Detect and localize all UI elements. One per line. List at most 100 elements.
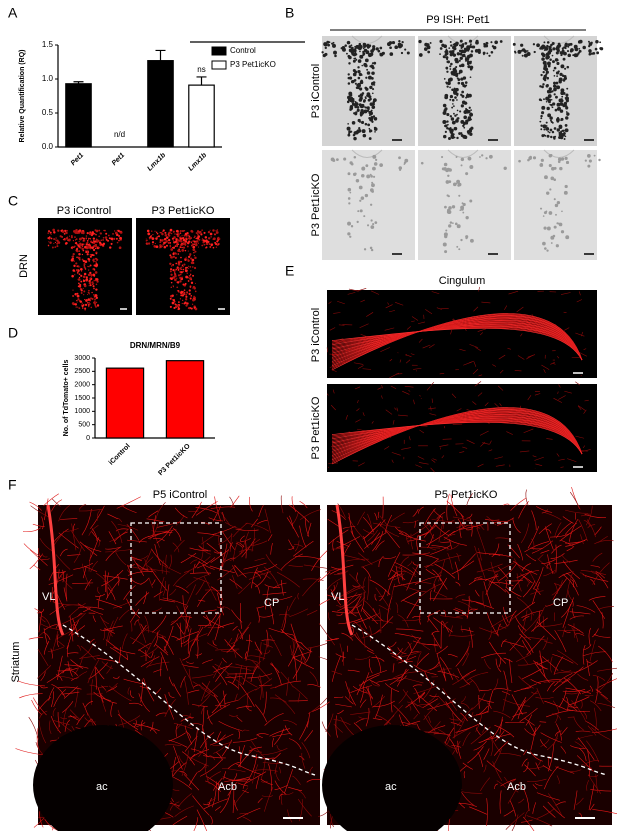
fiber <box>209 565 235 573</box>
fiber <box>462 732 471 747</box>
cell <box>448 180 452 184</box>
cell <box>460 164 463 167</box>
fiber <box>240 537 252 543</box>
cell <box>182 230 184 232</box>
fiber <box>294 540 300 552</box>
fiber <box>569 611 591 615</box>
fiber <box>123 678 145 685</box>
fiber <box>46 669 66 683</box>
cell <box>182 246 186 249</box>
fiber <box>99 629 114 631</box>
fiber <box>388 573 403 580</box>
fiber <box>459 348 466 352</box>
fiber <box>423 515 442 538</box>
fiber <box>362 610 371 620</box>
fiber <box>571 486 580 509</box>
cell <box>80 267 83 271</box>
fiber <box>172 756 177 777</box>
fiber <box>252 764 259 784</box>
fiber <box>281 611 287 633</box>
cell <box>553 81 556 85</box>
fiber <box>335 715 338 738</box>
cell <box>330 157 335 162</box>
fiber <box>393 581 418 588</box>
cell <box>587 154 591 158</box>
cell <box>80 280 83 283</box>
legend-label: Control <box>230 46 256 55</box>
fiber <box>96 657 121 663</box>
fiber <box>335 653 346 658</box>
cell <box>463 121 466 124</box>
cell <box>181 249 185 252</box>
cell <box>357 66 360 69</box>
fiber <box>270 683 287 689</box>
fiber <box>419 609 422 625</box>
cell <box>543 98 545 101</box>
fiber <box>38 696 51 711</box>
cell <box>83 294 85 296</box>
fiber <box>484 518 500 521</box>
cell <box>361 166 366 171</box>
cell <box>95 252 98 255</box>
fiber <box>575 435 585 439</box>
fiber <box>344 696 354 705</box>
fiber <box>281 605 289 628</box>
fiber <box>356 288 367 292</box>
cell <box>543 226 547 230</box>
fiber <box>581 449 591 452</box>
fiber <box>66 645 69 658</box>
fiber <box>474 381 482 387</box>
fiber <box>51 631 59 655</box>
fiber <box>238 581 252 595</box>
cell <box>174 245 177 247</box>
fiber <box>352 685 368 694</box>
fiber <box>289 608 309 617</box>
fiber <box>600 693 609 700</box>
cell <box>352 72 357 77</box>
cell <box>443 78 446 80</box>
fiber <box>498 562 518 582</box>
fiber <box>293 686 308 700</box>
fiber <box>495 537 513 541</box>
fiber <box>203 576 217 601</box>
fiber <box>566 572 578 588</box>
fiber <box>272 596 293 602</box>
cell <box>546 134 550 138</box>
fiber <box>243 562 267 570</box>
fiber <box>396 675 407 682</box>
fiber <box>553 656 564 675</box>
fiber <box>289 515 294 529</box>
fiber <box>43 628 48 645</box>
cell <box>551 60 555 64</box>
fiber <box>256 607 260 623</box>
cell <box>346 40 351 45</box>
cell <box>555 244 559 248</box>
column-label: P3 iControl <box>57 205 111 217</box>
cell <box>347 172 351 176</box>
fiber <box>499 753 522 757</box>
fiber <box>564 522 577 535</box>
micrograph <box>15 493 333 831</box>
cell <box>104 229 106 232</box>
fiber <box>23 527 42 533</box>
fiber <box>415 464 423 468</box>
cell <box>366 68 369 71</box>
cell <box>470 109 472 111</box>
fiber <box>581 689 591 694</box>
fiber <box>226 644 236 653</box>
fiber <box>483 581 492 608</box>
cell <box>64 229 67 232</box>
fiber <box>532 567 544 590</box>
fiber <box>183 633 208 647</box>
cell <box>514 51 517 54</box>
fiber <box>373 522 401 528</box>
micrograph <box>136 218 230 315</box>
cell <box>429 41 432 44</box>
cell <box>360 196 365 200</box>
cell <box>70 234 73 237</box>
fiber <box>357 365 364 369</box>
cell <box>356 86 360 90</box>
fiber <box>555 544 557 573</box>
fiber <box>463 771 466 779</box>
fiber <box>182 616 187 643</box>
